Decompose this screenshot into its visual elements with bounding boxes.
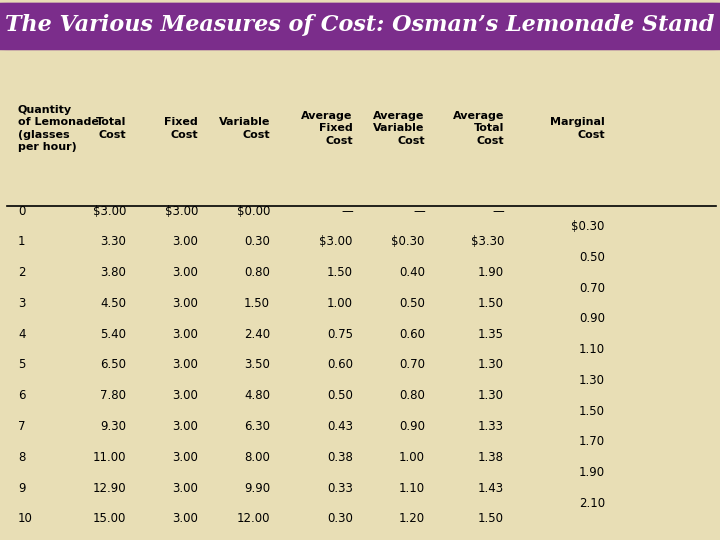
Text: 12.00: 12.00 <box>236 512 270 525</box>
Text: 1.90: 1.90 <box>579 466 605 479</box>
Text: 0.70: 0.70 <box>399 359 425 372</box>
Text: 1.00: 1.00 <box>327 297 353 310</box>
Text: Average
Fixed
Cost: Average Fixed Cost <box>302 111 353 146</box>
Text: 0.50: 0.50 <box>399 297 425 310</box>
Text: 0.90: 0.90 <box>579 312 605 326</box>
Text: 0.75: 0.75 <box>327 328 353 341</box>
Text: 1.33: 1.33 <box>478 420 504 433</box>
Text: 3.30: 3.30 <box>100 235 126 248</box>
Text: 0.33: 0.33 <box>327 482 353 495</box>
Text: 1.30: 1.30 <box>478 389 504 402</box>
Text: 6.50: 6.50 <box>100 359 126 372</box>
Text: 1.50: 1.50 <box>478 512 504 525</box>
Text: —: — <box>492 205 504 218</box>
Text: —: — <box>341 205 353 218</box>
Text: 0.80: 0.80 <box>244 266 270 279</box>
Text: 2.10: 2.10 <box>579 497 605 510</box>
Text: 11.00: 11.00 <box>92 451 126 464</box>
Text: 10: 10 <box>18 512 33 525</box>
Text: 9.30: 9.30 <box>100 420 126 433</box>
Text: 1.35: 1.35 <box>478 328 504 341</box>
Text: $3.00: $3.00 <box>320 235 353 248</box>
Text: $3.30: $3.30 <box>471 235 504 248</box>
Text: Fixed
Cost: Fixed Cost <box>164 117 198 140</box>
Text: 1.50: 1.50 <box>579 404 605 417</box>
Text: 0.90: 0.90 <box>399 420 425 433</box>
Text: 9: 9 <box>18 482 25 495</box>
Text: 12.90: 12.90 <box>92 482 126 495</box>
Text: 1.50: 1.50 <box>244 297 270 310</box>
Text: 1.10: 1.10 <box>399 482 425 495</box>
Text: 0.30: 0.30 <box>244 235 270 248</box>
Text: 1: 1 <box>18 235 25 248</box>
Text: 3.50: 3.50 <box>244 359 270 372</box>
Text: 3: 3 <box>18 297 25 310</box>
Text: 3.80: 3.80 <box>100 266 126 279</box>
Text: 3.00: 3.00 <box>172 266 198 279</box>
Text: 7: 7 <box>18 420 25 433</box>
Text: $0.30: $0.30 <box>392 235 425 248</box>
Text: 0.80: 0.80 <box>399 389 425 402</box>
Text: Variable
Cost: Variable Cost <box>219 117 270 140</box>
Text: $3.00: $3.00 <box>93 205 126 218</box>
Text: Marginal
Cost: Marginal Cost <box>550 117 605 140</box>
Text: 3.00: 3.00 <box>172 451 198 464</box>
Text: 0: 0 <box>18 205 25 218</box>
Text: 1.38: 1.38 <box>478 451 504 464</box>
Text: 3.00: 3.00 <box>172 512 198 525</box>
Text: 3.00: 3.00 <box>172 235 198 248</box>
Text: 0.40: 0.40 <box>399 266 425 279</box>
Text: 4: 4 <box>18 328 25 341</box>
Text: 6: 6 <box>18 389 25 402</box>
Text: Average
Total
Cost: Average Total Cost <box>453 111 504 146</box>
Text: 1.00: 1.00 <box>399 451 425 464</box>
Text: 4.50: 4.50 <box>100 297 126 310</box>
Text: 1.50: 1.50 <box>327 266 353 279</box>
Text: $3.00: $3.00 <box>165 205 198 218</box>
Text: 1.43: 1.43 <box>478 482 504 495</box>
Text: Average
Variable
Cost: Average Variable Cost <box>374 111 425 146</box>
Text: 5: 5 <box>18 359 25 372</box>
Text: 0.43: 0.43 <box>327 420 353 433</box>
Text: 0.70: 0.70 <box>579 282 605 295</box>
Text: 1.70: 1.70 <box>579 435 605 448</box>
Text: 1.20: 1.20 <box>399 512 425 525</box>
Text: —: — <box>413 205 425 218</box>
Text: 6.30: 6.30 <box>244 420 270 433</box>
Text: 5.40: 5.40 <box>100 328 126 341</box>
Text: 3.00: 3.00 <box>172 389 198 402</box>
Text: 0.38: 0.38 <box>327 451 353 464</box>
Text: 2.40: 2.40 <box>244 328 270 341</box>
Text: 3.00: 3.00 <box>172 482 198 495</box>
Text: 1.90: 1.90 <box>478 266 504 279</box>
Text: Quantity
of Lemonade
(glasses
per hour): Quantity of Lemonade (glasses per hour) <box>18 105 99 152</box>
Text: 0.50: 0.50 <box>327 389 353 402</box>
Text: 0.30: 0.30 <box>327 512 353 525</box>
Text: 1.10: 1.10 <box>579 343 605 356</box>
Text: 4.80: 4.80 <box>244 389 270 402</box>
Text: 2: 2 <box>18 266 25 279</box>
Text: 1.50: 1.50 <box>478 297 504 310</box>
Text: 1.30: 1.30 <box>579 374 605 387</box>
Text: 3.00: 3.00 <box>172 420 198 433</box>
FancyBboxPatch shape <box>0 3 720 50</box>
Text: 0.60: 0.60 <box>327 359 353 372</box>
Text: $0.30: $0.30 <box>572 220 605 233</box>
Text: The Various Measures of Cost: Osman’s Lemonade Stand: The Various Measures of Cost: Osman’s Le… <box>5 15 715 36</box>
Text: 8: 8 <box>18 451 25 464</box>
Text: Total
Cost: Total Cost <box>96 117 126 140</box>
Text: 3.00: 3.00 <box>172 359 198 372</box>
Text: 0.60: 0.60 <box>399 328 425 341</box>
Text: 8.00: 8.00 <box>244 451 270 464</box>
Text: 1.30: 1.30 <box>478 359 504 372</box>
Text: 3.00: 3.00 <box>172 297 198 310</box>
Text: $0.00: $0.00 <box>237 205 270 218</box>
Text: 9.90: 9.90 <box>244 482 270 495</box>
Text: 0.50: 0.50 <box>579 251 605 264</box>
Text: 15.00: 15.00 <box>93 512 126 525</box>
Text: 7.80: 7.80 <box>100 389 126 402</box>
Text: 3.00: 3.00 <box>172 328 198 341</box>
